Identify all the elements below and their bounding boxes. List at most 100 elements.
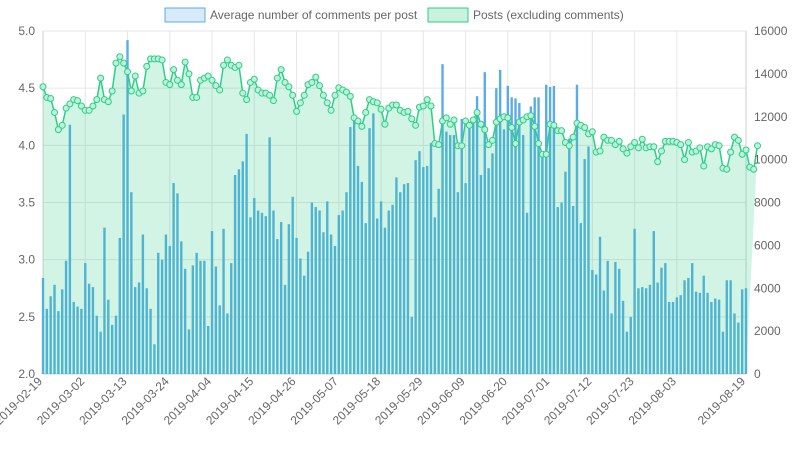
bar-comments[interactable]: [199, 260, 202, 374]
bar-comments[interactable]: [633, 228, 636, 374]
point-posts[interactable]: [477, 120, 485, 128]
bar-comments[interactable]: [368, 128, 371, 374]
bar-comments[interactable]: [49, 296, 52, 374]
point-posts[interactable]: [66, 100, 74, 108]
bar-comments[interactable]: [345, 192, 348, 374]
point-posts[interactable]: [85, 106, 93, 114]
bar-comments[interactable]: [410, 316, 413, 374]
point-posts[interactable]: [177, 81, 185, 89]
point-posts[interactable]: [596, 147, 604, 155]
point-posts[interactable]: [296, 99, 304, 107]
point-posts[interactable]: [193, 93, 201, 101]
bar-comments[interactable]: [706, 292, 709, 374]
point-posts[interactable]: [181, 58, 189, 66]
bar-comments[interactable]: [495, 88, 498, 375]
bar-comments[interactable]: [514, 98, 517, 375]
bar-comments[interactable]: [395, 177, 398, 374]
bar-comments[interactable]: [472, 122, 475, 374]
point-posts[interactable]: [754, 142, 762, 150]
point-posts[interactable]: [108, 87, 116, 95]
bar-comments[interactable]: [303, 275, 306, 374]
bar-comments[interactable]: [729, 280, 732, 374]
bar-comments[interactable]: [667, 301, 671, 374]
point-posts[interactable]: [316, 82, 324, 90]
bar-comments[interactable]: [134, 287, 137, 374]
bar-comments[interactable]: [691, 263, 694, 374]
point-posts[interactable]: [342, 88, 350, 96]
bar-comments[interactable]: [744, 288, 748, 374]
bar-comments[interactable]: [621, 300, 625, 374]
bar-comments[interactable]: [468, 122, 471, 374]
bar-comments[interactable]: [191, 265, 195, 374]
bar-comments[interactable]: [537, 97, 540, 374]
point-posts[interactable]: [442, 114, 450, 122]
bar-comments[interactable]: [460, 119, 463, 374]
bar-comments[interactable]: [437, 188, 440, 374]
bar-comments[interactable]: [130, 192, 133, 374]
point-posts[interactable]: [550, 121, 558, 129]
point-posts[interactable]: [392, 101, 400, 109]
bar-comments[interactable]: [629, 316, 632, 374]
bar-comments[interactable]: [279, 221, 283, 374]
bar-comments[interactable]: [583, 159, 586, 374]
bar-comments[interactable]: [606, 260, 609, 374]
bar-comments[interactable]: [237, 169, 241, 374]
bar-comments[interactable]: [329, 234, 333, 374]
bar-comments[interactable]: [91, 287, 95, 374]
bar-comments[interactable]: [164, 234, 168, 374]
point-posts[interactable]: [212, 82, 220, 90]
point-posts[interactable]: [220, 61, 228, 69]
bar-comments[interactable]: [399, 192, 402, 374]
bar-comments[interactable]: [333, 245, 337, 374]
point-posts[interactable]: [354, 117, 362, 125]
bar-comments[interactable]: [587, 146, 590, 374]
bar-comments[interactable]: [137, 282, 141, 374]
bar-comments[interactable]: [591, 269, 594, 374]
bar-comments[interactable]: [694, 291, 698, 374]
point-posts[interactable]: [277, 66, 285, 74]
legend-item-comments[interactable]: Average number of comments per post: [164, 7, 418, 23]
bar-comments[interactable]: [498, 69, 502, 375]
bar-comments[interactable]: [406, 183, 410, 374]
point-posts[interactable]: [565, 142, 573, 150]
bar-comments[interactable]: [533, 97, 536, 374]
point-posts[interactable]: [208, 76, 216, 84]
point-posts[interactable]: [273, 74, 281, 82]
bar-comments[interactable]: [95, 315, 98, 374]
bar-comments[interactable]: [157, 252, 160, 374]
bar-comments[interactable]: [402, 184, 406, 374]
bar-comments[interactable]: [226, 313, 229, 374]
point-posts[interactable]: [696, 144, 704, 152]
bar-comments[interactable]: [717, 299, 721, 374]
bar-comments[interactable]: [299, 258, 302, 374]
bar-comments[interactable]: [552, 85, 556, 374]
point-posts[interactable]: [569, 133, 577, 141]
bar-comments[interactable]: [352, 116, 356, 374]
point-posts[interactable]: [481, 126, 489, 134]
bar-comments[interactable]: [548, 87, 552, 375]
point-posts[interactable]: [412, 121, 420, 129]
bar-comments[interactable]: [264, 216, 267, 374]
bar-comments[interactable]: [253, 197, 256, 374]
point-posts[interactable]: [223, 56, 231, 64]
bar-comments[interactable]: [422, 167, 425, 374]
bar-comments[interactable]: [610, 313, 613, 374]
bar-comments[interactable]: [656, 282, 659, 374]
bar-comments[interactable]: [671, 301, 675, 374]
bar-comments[interactable]: [683, 280, 686, 374]
bar-comments[interactable]: [740, 289, 744, 374]
bar-comments[interactable]: [475, 96, 479, 375]
bar-comments[interactable]: [644, 288, 648, 374]
bar-comments[interactable]: [306, 251, 310, 374]
bar-comments[interactable]: [118, 237, 122, 374]
point-posts[interactable]: [323, 99, 331, 107]
bar-comments[interactable]: [107, 299, 110, 374]
bar-comments[interactable]: [141, 234, 145, 374]
bar-comments[interactable]: [45, 308, 49, 374]
point-posts[interactable]: [615, 137, 623, 145]
bar-comments[interactable]: [64, 260, 68, 374]
bar-comments[interactable]: [61, 289, 64, 374]
point-posts[interactable]: [404, 107, 412, 115]
bar-comments[interactable]: [180, 241, 183, 374]
bar-comments[interactable]: [72, 301, 75, 374]
